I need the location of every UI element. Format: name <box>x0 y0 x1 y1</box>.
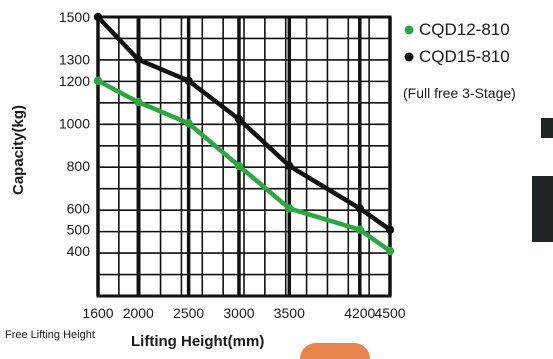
y-tick-labels: 1500 1300 1200 1000 800 600 500 400 <box>59 9 90 259</box>
x-tick-label: 1600 <box>82 305 113 321</box>
y-tick-label: 1200 <box>59 73 90 89</box>
y-tick-label: 800 <box>67 158 91 174</box>
y-tick-label: 500 <box>67 222 91 238</box>
legend: CQD12-810 CQD15-810 <box>404 20 510 66</box>
background-product-edge-middle <box>532 176 553 242</box>
x-tick-label: 3500 <box>274 305 305 321</box>
x-tick-label: 4200 <box>344 305 375 321</box>
series-lines <box>93 12 395 256</box>
data-point-series-2 <box>355 204 364 213</box>
capacity-chart: 1500 1300 1200 1000 800 600 500 400 1600 2000 250… <box>5 9 516 350</box>
y-tick-label: 1500 <box>59 9 90 25</box>
y-tick-label: 400 <box>67 243 91 259</box>
x-tick-label: 4500 <box>374 305 405 321</box>
data-point-series-1 <box>184 119 193 128</box>
data-point-series-1 <box>385 246 395 256</box>
data-point-series-2 <box>134 55 143 64</box>
legend-note: (Full free 3-Stage) <box>403 85 516 101</box>
x-axis-sublabel: Free Lifting Height <box>5 329 95 341</box>
legend-label-1: CQD12-810 <box>419 20 510 39</box>
data-point-series-1 <box>285 204 294 213</box>
data-point-series-2 <box>285 161 294 171</box>
y-tick-label: 1300 <box>59 52 90 68</box>
data-point-series-2 <box>385 225 395 234</box>
data-point-series-2 <box>93 12 103 22</box>
data-point-series-1 <box>93 76 103 86</box>
data-point-series-1 <box>234 161 244 171</box>
data-point-series-1 <box>134 97 143 107</box>
y-axis-title: Capacity(kg) <box>10 105 27 195</box>
chart-grid <box>98 17 390 296</box>
legend-marker-2 <box>404 52 414 62</box>
legend-marker-1 <box>404 25 414 35</box>
data-point-series-1 <box>355 225 364 234</box>
x-tick-label: 3000 <box>223 305 254 321</box>
data-point-series-2 <box>184 76 193 86</box>
x-tick-label: 2500 <box>173 305 204 321</box>
background-product-edge-top <box>541 118 553 138</box>
x-tick-labels: 1600 2000 2500 3000 3500 4200 4500 <box>82 305 405 321</box>
data-point-series-2 <box>234 114 244 124</box>
y-tick-label: 600 <box>67 200 91 216</box>
y-tick-label: 1000 <box>59 115 90 131</box>
x-tick-label: 2000 <box>123 305 154 321</box>
x-axis-title: Lifting Height(mm) <box>131 333 264 350</box>
legend-label-2: CQD15-810 <box>419 47 510 66</box>
